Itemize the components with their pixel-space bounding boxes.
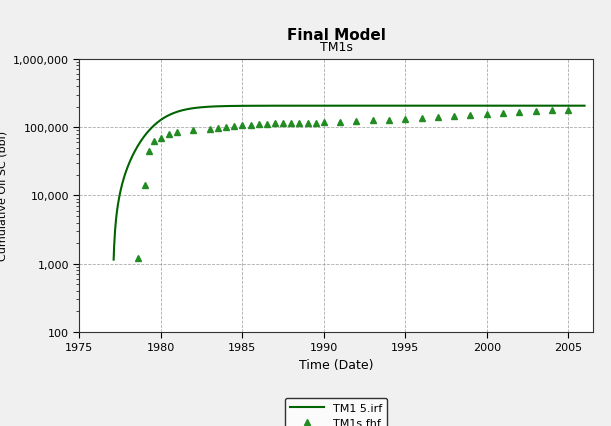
Line: TM1s.fhf: TM1s.fhf — [134, 107, 572, 262]
TM1s.fhf — [337, 120, 344, 125]
Title: Final Model: Final Model — [287, 28, 386, 43]
TM1s.fhf — [141, 184, 148, 189]
TM1 5.irf — [477, 104, 485, 109]
TM1s.fhf — [239, 123, 246, 128]
TM1s.fhf — [174, 130, 181, 135]
TM1 5.irf — [581, 104, 588, 109]
Legend: TM1 5.irf, TM1s.fhf: TM1 5.irf, TM1s.fhf — [285, 398, 387, 426]
TM1s.fhf — [565, 108, 572, 113]
TM1s.fhf — [312, 121, 320, 126]
TM1s.fhf — [499, 111, 507, 116]
TM1s.fhf — [247, 123, 254, 128]
Y-axis label: Cumulative Oil SC (bbl): Cumulative Oil SC (bbl) — [0, 131, 7, 261]
TM1 5.irf — [110, 257, 117, 262]
TM1s.fhf — [263, 122, 271, 127]
TM1s.fhf — [548, 109, 555, 114]
TM1s.fhf — [190, 128, 197, 133]
TM1s.fhf — [255, 122, 262, 127]
TM1s.fhf — [206, 127, 213, 132]
TM1s.fhf — [320, 121, 327, 126]
TM1s.fhf — [483, 112, 491, 118]
TM1 5.irf — [301, 104, 308, 109]
TM1 5.irf — [486, 104, 493, 109]
TM1s.fhf — [401, 117, 409, 122]
TM1s.fhf — [146, 149, 153, 154]
TM1s.fhf — [369, 118, 376, 124]
TM1 5.irf — [317, 104, 324, 109]
TM1s.fhf — [532, 109, 540, 115]
TM1s.fhf — [450, 114, 458, 119]
Text: TM1s: TM1s — [320, 41, 353, 54]
X-axis label: Time (Date): Time (Date) — [299, 358, 373, 371]
TM1s.fhf — [230, 124, 238, 129]
TM1s.fhf — [434, 115, 442, 121]
TM1s.fhf — [304, 121, 311, 126]
TM1s.fhf — [386, 118, 393, 123]
TM1s.fhf — [279, 121, 287, 127]
TM1s.fhf — [296, 121, 303, 127]
TM1 5.irf — [433, 104, 441, 109]
TM1s.fhf — [288, 121, 295, 127]
TM1s.fhf — [418, 116, 425, 121]
TM1s.fhf — [134, 256, 142, 261]
TM1s.fhf — [166, 132, 173, 138]
TM1s.fhf — [157, 136, 164, 141]
TM1s.fhf — [271, 122, 279, 127]
TM1s.fhf — [222, 125, 230, 130]
TM1s.fhf — [214, 126, 222, 131]
TM1s.fhf — [516, 110, 523, 115]
TM1s.fhf — [151, 139, 158, 144]
TM1 5.irf — [158, 118, 166, 123]
TM1s.fhf — [353, 119, 360, 124]
Line: TM1 5.irf: TM1 5.irf — [114, 106, 585, 260]
TM1s.fhf — [467, 113, 474, 118]
